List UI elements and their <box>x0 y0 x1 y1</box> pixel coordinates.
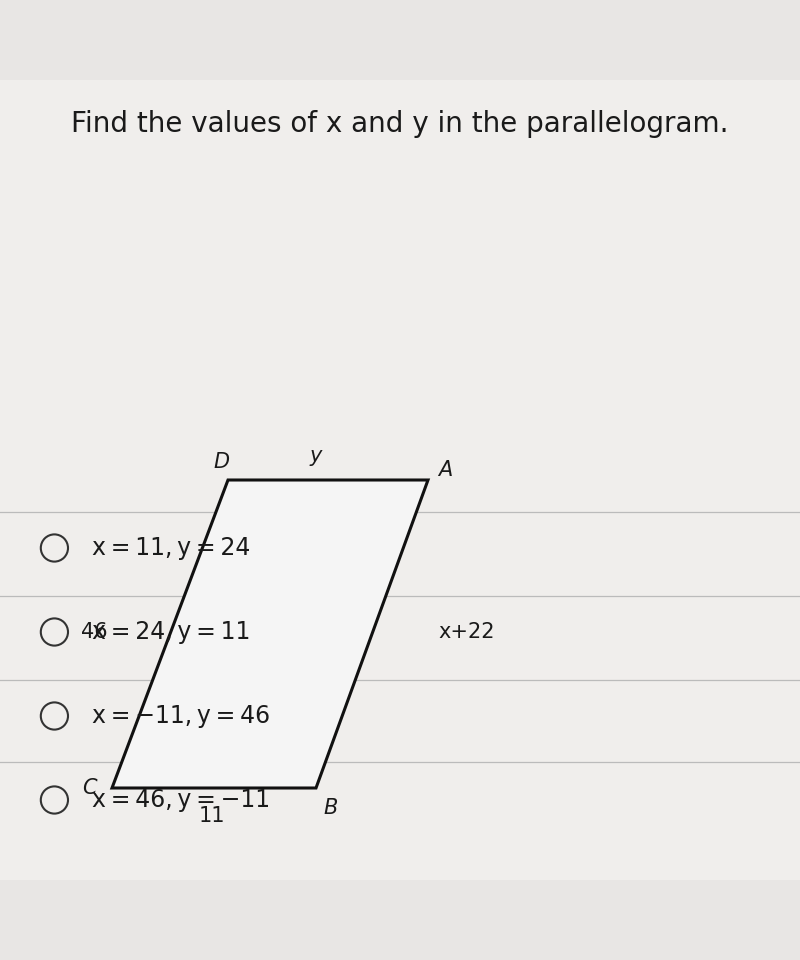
Text: y: y <box>310 445 322 466</box>
Text: C: C <box>82 778 97 798</box>
Text: Find the values of x and y in the parallelogram.: Find the values of x and y in the parall… <box>71 110 729 138</box>
Text: B: B <box>323 798 338 818</box>
Text: x = −11, y = 46: x = −11, y = 46 <box>92 704 270 728</box>
Text: A: A <box>438 461 453 480</box>
Text: x = 24, y = 11: x = 24, y = 11 <box>92 620 250 644</box>
Text: 46: 46 <box>82 622 108 642</box>
Polygon shape <box>112 480 428 788</box>
Text: x+22: x+22 <box>438 622 495 642</box>
Text: x = 11, y = 24: x = 11, y = 24 <box>92 536 250 560</box>
Text: 11: 11 <box>198 805 226 826</box>
Text: D: D <box>214 452 230 472</box>
Text: x = 46, y = −11: x = 46, y = −11 <box>92 788 270 812</box>
